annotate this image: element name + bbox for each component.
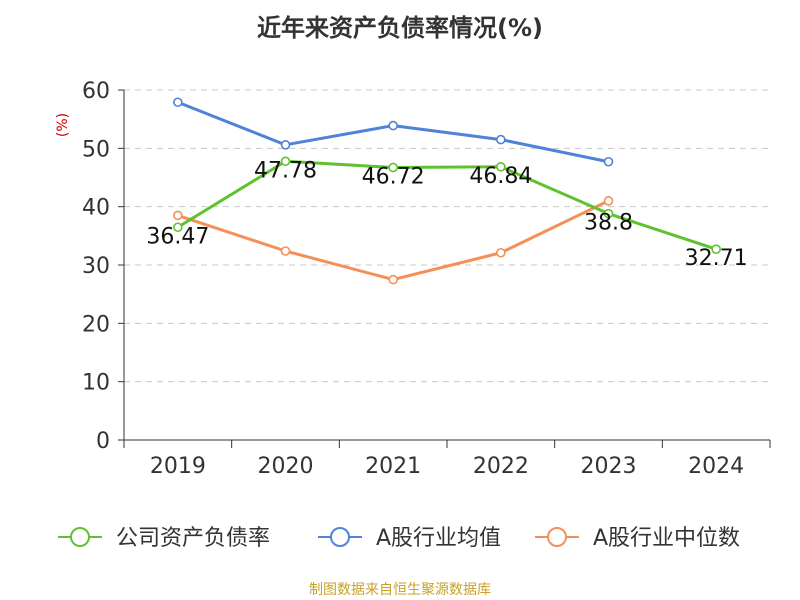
x-tick-label: 2022 [473, 454, 529, 479]
y-tick-label: 50 [82, 137, 110, 162]
data-point [280, 246, 291, 256]
y-tick-label: 20 [82, 312, 110, 337]
axes: 0 10 20 30 40 50 60 2019 2020 2021 2022 2023 2024 (%) [55, 79, 771, 479]
data-point [496, 161, 506, 172]
data-point [603, 208, 614, 219]
y-tick-label: 10 [82, 371, 110, 396]
series-line-1 [177, 100, 609, 164]
legend-marker [330, 527, 350, 547]
y-tick-label: 30 [82, 254, 110, 279]
data-label: 38.8 [584, 211, 633, 236]
chart-title: 近年来资产负债率情况(%) [257, 14, 543, 42]
data-label: 46.84 [469, 164, 532, 189]
y-tick-label: 60 [82, 79, 110, 104]
data-point [280, 140, 291, 150]
series-lines [173, 97, 721, 285]
legend-label: 公司资产负债率 [116, 526, 270, 551]
x-tick-label: 2023 [581, 454, 637, 479]
legend-label: A股行业中位数 [593, 526, 740, 551]
data-point [280, 156, 291, 167]
source-note: 制图数据来自恒生聚源数据库 [309, 582, 491, 598]
data-point [711, 244, 721, 254]
y-axis-label: (%) [55, 113, 71, 137]
data-point [496, 134, 506, 145]
data-label: 32.71 [685, 246, 748, 271]
data-label: 36.47 [146, 224, 209, 249]
y-tick-label: 40 [82, 196, 110, 221]
data-point [173, 222, 183, 233]
data-point [173, 97, 183, 108]
data-labels: 36.47 47.78 46.72 46.84 38.8 32.71 [146, 158, 747, 271]
data-point [603, 196, 614, 206]
legend-marker [547, 527, 567, 547]
x-tick-label: 2019 [150, 454, 206, 479]
x-tick-label: 2021 [365, 454, 421, 479]
x-tick-label: 2024 [688, 454, 744, 479]
data-point [388, 162, 398, 173]
data-point [496, 247, 506, 258]
data-point [388, 274, 398, 285]
data-label: 46.72 [362, 164, 425, 189]
legend: 公司资产负债率 A股行业均值 A股行业中位数 [58, 526, 740, 551]
data-point [603, 156, 614, 167]
y-tick-label: 0 [96, 429, 110, 454]
legend-marker [70, 527, 90, 547]
x-tick-label: 2020 [258, 454, 314, 479]
data-point [173, 210, 183, 221]
data-label: 47.78 [254, 158, 317, 183]
data-point [388, 120, 398, 131]
legend-label: A股行业均值 [376, 526, 501, 551]
series-line-0 [177, 159, 717, 251]
series-line-2 [177, 199, 610, 282]
